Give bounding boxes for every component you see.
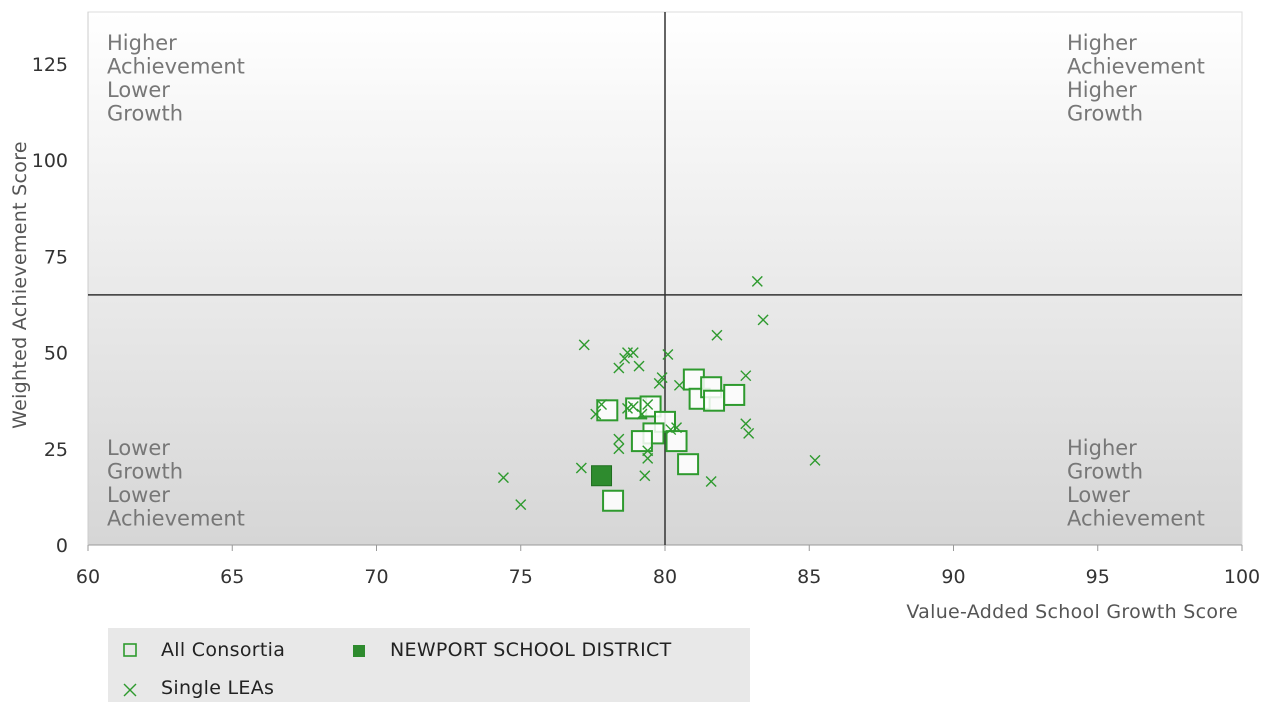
y-axis-title: Weighted Achievement Score — [9, 141, 31, 429]
data-point[interactable] — [642, 399, 654, 411]
data-point[interactable] — [613, 443, 625, 455]
x-axis-title: Value-Added School Growth Score — [906, 601, 1238, 623]
data-point[interactable] — [642, 452, 654, 464]
data-point[interactable] — [630, 430, 653, 453]
data-point-highlight[interactable] — [591, 465, 613, 487]
filled-square-icon — [353, 645, 365, 657]
x-tick-label: 90 — [941, 566, 965, 588]
quadrant-label-bottom-right: Higher Growth Lower Achievement — [1067, 436, 1205, 531]
data-point[interactable] — [497, 472, 509, 484]
data-point[interactable] — [740, 418, 752, 430]
legend-background — [108, 628, 750, 702]
y-tick-label: 75 — [44, 246, 68, 268]
y-tick-label: 50 — [44, 343, 68, 365]
data-point[interactable] — [590, 408, 602, 420]
legend-item-single-leas[interactable]: Single LEAs — [123, 677, 274, 699]
data-point[interactable] — [677, 453, 700, 476]
x-tick-label: 85 — [797, 566, 821, 588]
y-axis-ticks: 0 25 50 75 100 125 — [32, 54, 68, 557]
data-point[interactable] — [743, 427, 755, 439]
data-point[interactable] — [751, 275, 763, 287]
data-point[interactable] — [723, 383, 746, 406]
y-tick-label: 25 — [44, 439, 68, 461]
data-point[interactable] — [740, 370, 752, 382]
x-tick-label: 60 — [76, 566, 100, 588]
legend: All Consortia NEWPORT SCHOOL DISTRICT Si… — [108, 628, 750, 702]
data-point[interactable] — [705, 476, 717, 488]
x-tick-label: 80 — [653, 566, 677, 588]
x-tick-label: 70 — [364, 566, 388, 588]
y-tick-label: 125 — [32, 54, 68, 76]
data-point[interactable] — [578, 339, 590, 351]
open-square-icon — [123, 643, 137, 657]
y-tick-label: 0 — [56, 535, 68, 557]
data-point[interactable] — [703, 389, 726, 412]
data-point[interactable] — [665, 430, 688, 453]
data-point[interactable] — [596, 399, 608, 411]
data-point[interactable] — [627, 347, 639, 359]
data-point[interactable] — [671, 422, 683, 434]
data-point[interactable] — [575, 462, 587, 474]
legend-label-single-leas: Single LEAs — [161, 677, 274, 699]
legend-label-newport-school-district: NEWPORT SCHOOL DISTRICT — [390, 639, 672, 661]
data-point[interactable] — [653, 377, 665, 389]
data-point[interactable] — [613, 362, 625, 374]
quadrant-label-bottom-left: Lower Growth Lower Achievement — [107, 436, 245, 531]
series-newport-school-district — [591, 465, 613, 487]
series-single-leas — [497, 275, 821, 511]
data-point[interactable] — [642, 445, 654, 457]
x-tick-label: 95 — [1086, 566, 1110, 588]
data-point[interactable] — [656, 372, 668, 384]
quadrant-label-top-right: Higher Achievement Higher Growth — [1067, 31, 1212, 126]
data-point[interactable] — [809, 454, 821, 466]
data-points — [497, 275, 821, 512]
data-point[interactable] — [711, 329, 723, 341]
data-point[interactable] — [619, 352, 631, 364]
x-axis-ticks: 60 65 70 75 80 85 90 95 100 — [76, 545, 1260, 588]
data-point[interactable] — [757, 314, 769, 326]
legend-item-newport-school-district[interactable]: NEWPORT SCHOOL DISTRICT — [353, 639, 672, 661]
legend-label-all-consortia: All Consortia — [161, 639, 285, 661]
data-point[interactable] — [515, 499, 527, 511]
data-point[interactable] — [613, 433, 625, 445]
quadrant-label-top-left: Higher Achievement Lower Growth — [107, 31, 252, 126]
data-point[interactable] — [662, 349, 674, 361]
data-point[interactable] — [639, 470, 651, 482]
data-point[interactable] — [665, 424, 677, 436]
data-point[interactable] — [636, 408, 648, 420]
data-point[interactable] — [633, 360, 645, 372]
x-tick-label: 75 — [509, 566, 533, 588]
data-point[interactable] — [602, 489, 625, 512]
data-point[interactable] — [673, 379, 685, 391]
legend-item-all-consortia[interactable]: All Consortia — [123, 639, 285, 661]
data-point[interactable] — [622, 402, 633, 414]
x-tick-label: 100 — [1224, 566, 1260, 588]
x-tick-label: 65 — [220, 566, 244, 588]
x-mark-icon — [123, 683, 137, 697]
y-tick-label: 100 — [32, 150, 68, 172]
